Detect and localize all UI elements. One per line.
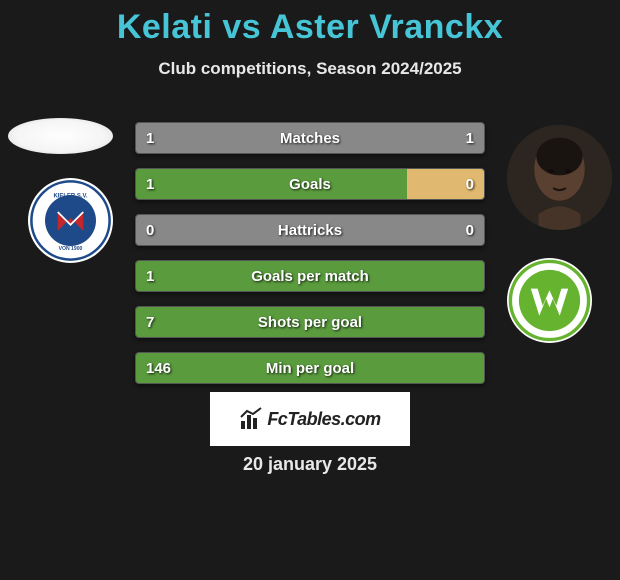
subtitle: Club competitions, Season 2024/2025 [0, 59, 620, 79]
stat-row: 00Hattricks [135, 214, 485, 246]
club-badge-left: KIELER S.V. VON 1900 [28, 178, 113, 263]
stat-label: Hattricks [136, 215, 484, 245]
stat-row: 1Goals per match [135, 260, 485, 292]
svg-text:VON 1900: VON 1900 [59, 246, 83, 252]
player-photo-left [8, 118, 113, 154]
stat-label: Goals [136, 169, 484, 199]
player-photo-right [507, 125, 612, 230]
stat-label: Matches [136, 123, 484, 153]
stat-row: 10Goals [135, 168, 485, 200]
chart-icon [239, 407, 263, 431]
stats-panel: 11Matches 10Goals 00Hattricks 1Goals per ma… [135, 122, 485, 398]
stat-label: Min per goal [136, 353, 484, 383]
fctables-watermark: FcTables.com [210, 392, 410, 446]
stat-label: Goals per match [136, 261, 484, 291]
stat-row: 11Matches [135, 122, 485, 154]
stat-label: Shots per goal [136, 307, 484, 337]
page-title: Kelati vs Aster Vranckx [0, 0, 620, 47]
club-badge-right [507, 258, 592, 343]
date-label: 20 january 2025 [0, 454, 620, 475]
stat-row: 7Shots per goal [135, 306, 485, 338]
fctables-label: FcTables.com [267, 409, 380, 430]
svg-text:KIELER S.V.: KIELER S.V. [53, 194, 87, 200]
stat-row: 146Min per goal [135, 352, 485, 384]
